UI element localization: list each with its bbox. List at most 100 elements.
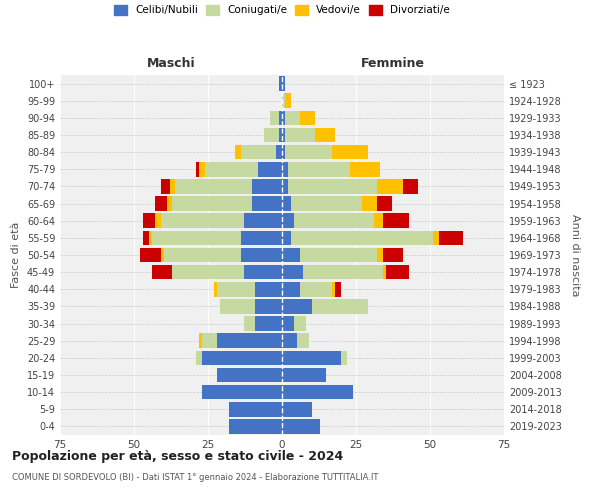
- Bar: [439, 230, 463, 245]
- Bar: [383, 214, 409, 228]
- Bar: [377, 179, 403, 194]
- Bar: [377, 248, 383, 262]
- Bar: [164, 248, 241, 262]
- Bar: [270, 110, 279, 125]
- Bar: [205, 162, 259, 176]
- Bar: [282, 128, 285, 142]
- Bar: [282, 248, 300, 262]
- Bar: [383, 248, 403, 262]
- Bar: [332, 282, 335, 296]
- Bar: [241, 145, 276, 160]
- Bar: [149, 230, 152, 245]
- Bar: [279, 110, 282, 125]
- Bar: [170, 179, 175, 194]
- Bar: [279, 128, 282, 142]
- Bar: [152, 230, 241, 245]
- Text: Femmine: Femmine: [361, 57, 425, 70]
- Bar: [282, 299, 311, 314]
- Bar: [282, 214, 294, 228]
- Bar: [282, 419, 320, 434]
- Bar: [282, 265, 303, 280]
- Bar: [282, 162, 288, 176]
- Bar: [294, 214, 374, 228]
- Bar: [175, 179, 253, 194]
- Bar: [433, 230, 439, 245]
- Bar: [196, 162, 199, 176]
- Bar: [161, 214, 244, 228]
- Bar: [244, 316, 256, 331]
- Bar: [199, 334, 202, 348]
- Bar: [282, 145, 285, 160]
- Bar: [235, 145, 241, 160]
- Bar: [202, 385, 282, 400]
- Bar: [297, 334, 308, 348]
- Bar: [335, 282, 341, 296]
- Bar: [253, 196, 282, 211]
- Bar: [282, 368, 326, 382]
- Bar: [244, 214, 282, 228]
- Bar: [294, 316, 305, 331]
- Bar: [288, 162, 350, 176]
- Bar: [362, 196, 377, 211]
- Bar: [253, 179, 282, 194]
- Bar: [386, 265, 409, 280]
- Bar: [140, 248, 161, 262]
- Bar: [314, 128, 335, 142]
- Bar: [229, 402, 282, 416]
- Bar: [229, 419, 282, 434]
- Bar: [161, 179, 170, 194]
- Bar: [155, 214, 161, 228]
- Bar: [282, 76, 285, 91]
- Bar: [300, 248, 377, 262]
- Bar: [285, 94, 291, 108]
- Bar: [241, 248, 282, 262]
- Bar: [264, 128, 279, 142]
- Bar: [256, 299, 282, 314]
- Bar: [172, 265, 244, 280]
- Text: Popolazione per età, sesso e stato civile - 2024: Popolazione per età, sesso e stato civil…: [12, 450, 343, 463]
- Bar: [350, 162, 380, 176]
- Bar: [285, 145, 332, 160]
- Bar: [282, 402, 311, 416]
- Bar: [282, 334, 297, 348]
- Bar: [311, 299, 368, 314]
- Bar: [256, 316, 282, 331]
- Bar: [241, 230, 282, 245]
- Bar: [143, 214, 155, 228]
- Y-axis label: Anni di nascita: Anni di nascita: [570, 214, 580, 296]
- Bar: [282, 316, 294, 331]
- Y-axis label: Fasce di età: Fasce di età: [11, 222, 21, 288]
- Bar: [161, 248, 164, 262]
- Bar: [285, 110, 300, 125]
- Bar: [244, 265, 282, 280]
- Bar: [291, 230, 433, 245]
- Bar: [167, 196, 172, 211]
- Bar: [282, 196, 291, 211]
- Bar: [202, 334, 217, 348]
- Bar: [282, 94, 285, 108]
- Bar: [282, 385, 353, 400]
- Text: COMUNE DI SORDEVOLO (BI) - Dati ISTAT 1° gennaio 2024 - Elaborazione TUTTITALIA.: COMUNE DI SORDEVOLO (BI) - Dati ISTAT 1°…: [12, 472, 379, 482]
- Bar: [259, 162, 282, 176]
- Bar: [214, 282, 217, 296]
- Bar: [282, 110, 285, 125]
- Bar: [172, 196, 253, 211]
- Bar: [288, 179, 377, 194]
- Bar: [332, 145, 368, 160]
- Bar: [403, 179, 418, 194]
- Text: Maschi: Maschi: [146, 57, 196, 70]
- Bar: [303, 265, 383, 280]
- Bar: [383, 265, 386, 280]
- Bar: [285, 128, 314, 142]
- Bar: [374, 214, 383, 228]
- Bar: [217, 368, 282, 382]
- Bar: [282, 282, 300, 296]
- Bar: [282, 350, 341, 365]
- Bar: [143, 230, 149, 245]
- Bar: [282, 179, 288, 194]
- Bar: [220, 299, 256, 314]
- Bar: [152, 265, 172, 280]
- Bar: [256, 282, 282, 296]
- Bar: [199, 162, 205, 176]
- Legend: Celibi/Nubili, Coniugati/e, Vedovi/e, Divorziati/e: Celibi/Nubili, Coniugati/e, Vedovi/e, Di…: [114, 5, 450, 15]
